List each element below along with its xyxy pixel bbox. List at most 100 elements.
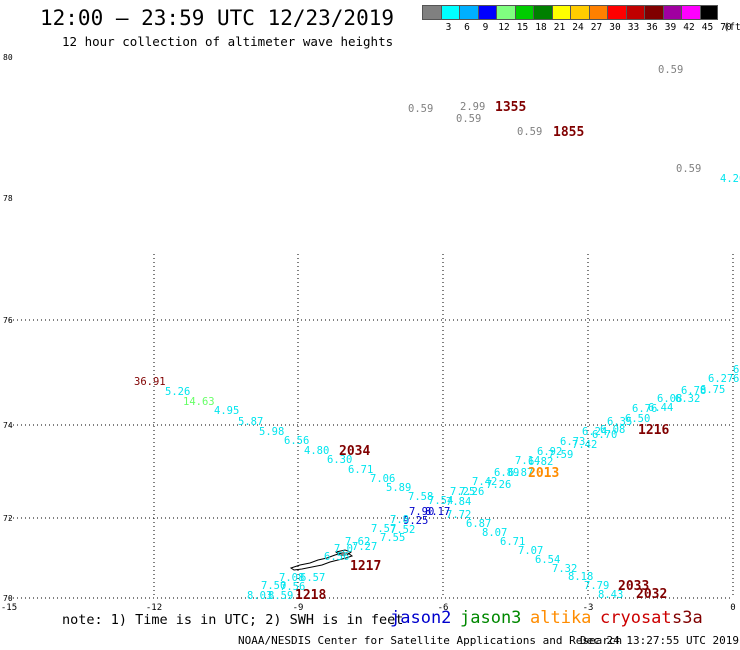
swh-value: 0.59 — [676, 163, 701, 175]
legend-bin-label: 24 — [572, 22, 584, 33]
lat-tick-label: 72 — [3, 514, 13, 523]
legend-swatch — [477, 5, 496, 20]
jan-mayen-coastline — [289, 549, 354, 571]
pass-time-label: 2013 — [528, 466, 559, 481]
swh-value: 7.52 — [390, 524, 415, 536]
legend-bin-label: 15 — [516, 22, 529, 33]
legend-bin-label: 33 — [627, 22, 640, 33]
legend-bin-label: 3 — [445, 22, 452, 33]
pass-time-label: 1218 — [295, 588, 326, 603]
legend-unit-label: (ft) — [723, 22, 740, 33]
footnote: note: 1) Time is in UTC; 2) SWH is in fe… — [62, 612, 404, 628]
swh-value: 5.98 — [259, 426, 284, 438]
legend-bin-label: 21 — [553, 22, 566, 33]
swh-value: 7.42 — [472, 476, 497, 488]
lat-tick-label: 80 — [3, 53, 13, 62]
lat-tick-label: 76 — [3, 316, 13, 325]
swh-value: 6.35 — [607, 416, 632, 428]
swh-value: 6.57 — [300, 572, 325, 584]
swh-value: 6.89 — [494, 467, 519, 479]
legend-bin-label: 30 — [609, 22, 621, 33]
lon-tick-label: -3 — [583, 603, 594, 613]
credit-text: NOAA/NESDIS Center for Satellite Applica… — [238, 634, 623, 647]
swh-value: 6.70 — [592, 429, 617, 441]
legend-swatch — [681, 5, 700, 20]
pass-time-label: 1216 — [638, 423, 669, 438]
swh-value: 6.75 — [700, 384, 725, 396]
legend-bin-label: 70 — [720, 22, 732, 33]
legend-bin-label: 39 — [664, 22, 677, 33]
swh-value: 6.27 — [708, 373, 733, 385]
swh-value: 6.54 — [535, 554, 560, 566]
legend-bin-label: 36 — [646, 22, 658, 33]
swh-value: 4.20 — [720, 173, 740, 185]
swh-value: 0.59 — [517, 126, 542, 138]
legend-swatch — [588, 5, 607, 20]
swh-value: 7.90 — [409, 506, 434, 518]
swh-value: 5.26 — [165, 386, 190, 398]
swh-value: 6 — [733, 373, 739, 385]
swh-value: 8.03 — [247, 590, 272, 602]
swh-value: 5.89 — [386, 482, 411, 494]
lon-tick-label: -12 — [146, 603, 162, 613]
satellite-legend-item: altika — [530, 608, 592, 628]
legend-swatch — [440, 5, 459, 20]
swh-value: 8.59 — [268, 590, 293, 602]
swh-value: 6.76 — [632, 403, 657, 415]
lat-tick-label: 78 — [3, 194, 13, 203]
swh-value: 6.87 — [508, 467, 533, 479]
lon-tick-label: -9 — [293, 603, 304, 613]
legend-swatch — [422, 5, 441, 20]
satellite-legend-item: s3a — [672, 608, 703, 628]
legend-swatch — [644, 5, 663, 20]
island-north-cape — [334, 549, 353, 556]
swh-value: 6.71 — [348, 464, 373, 476]
legend-swatch — [699, 5, 718, 20]
swh-value: 8.07 — [482, 527, 507, 539]
swh-value: 6.24 — [582, 426, 607, 438]
lon-tick-label: 0 — [730, 603, 735, 613]
swh-value: 9.25 — [403, 515, 428, 527]
swh-value: 6.44 — [648, 402, 673, 414]
legend-swatch — [459, 5, 478, 20]
page-subtitle: 12 hour collection of altimeter wave hei… — [62, 34, 394, 49]
swh-value: 6.82 — [528, 456, 553, 468]
swh-value: 7.25 — [450, 486, 475, 498]
swh-value: 7.79 — [584, 580, 609, 592]
swh-value: 36.91 — [134, 376, 166, 388]
swh-value: 6.71 — [500, 536, 525, 548]
swh-value: 4.95 — [214, 405, 239, 417]
legend-swatch — [607, 5, 626, 20]
swh-value: 7.06 — [370, 473, 395, 485]
swh-value: 6.30 — [327, 454, 352, 466]
swh-value: 6.50 — [625, 413, 650, 425]
swh-value: 0.59 — [658, 64, 683, 76]
swh-value: 7.62 — [345, 536, 370, 548]
swh-value: 7.59 — [548, 449, 573, 461]
swh-value: 7.8 — [390, 514, 409, 526]
swh-value: 5.87 — [238, 416, 263, 428]
legend-swatch — [662, 5, 681, 20]
swh-value: 7.14 — [515, 455, 540, 467]
island-outline — [289, 552, 354, 571]
axis-tick-labels: 80 78 76 74 72 70-15 -12 -9 -6 -3 0 — [1, 53, 736, 613]
lat-tick-label: 74 — [3, 421, 13, 430]
swh-value: 6.32 — [675, 393, 700, 405]
swh-value: 0.59 — [408, 103, 433, 115]
swh-value: 6.73 — [560, 436, 585, 448]
swh-value: 7.50 — [261, 580, 286, 592]
legend-bin-label: 42 — [683, 22, 695, 33]
swh-value: 7.54 — [428, 495, 453, 507]
swh-value: 14.63 — [183, 396, 215, 408]
pass-time-label: 1855 — [553, 125, 584, 140]
swh-value: 7.26 — [486, 479, 511, 491]
swh-value: 7.56 — [280, 581, 305, 593]
swh-value: 6.78 — [681, 385, 706, 397]
swh-value: 7.26 — [459, 486, 484, 498]
swh-value: 6.08 — [657, 393, 682, 405]
legend-bin-label: 6 — [464, 22, 470, 33]
pass-time-label: 2032 — [636, 587, 667, 602]
graticule — [9, 254, 734, 599]
swh-observations: 0.590.592.990.590.590.594.2036.915.2614.… — [134, 64, 740, 602]
